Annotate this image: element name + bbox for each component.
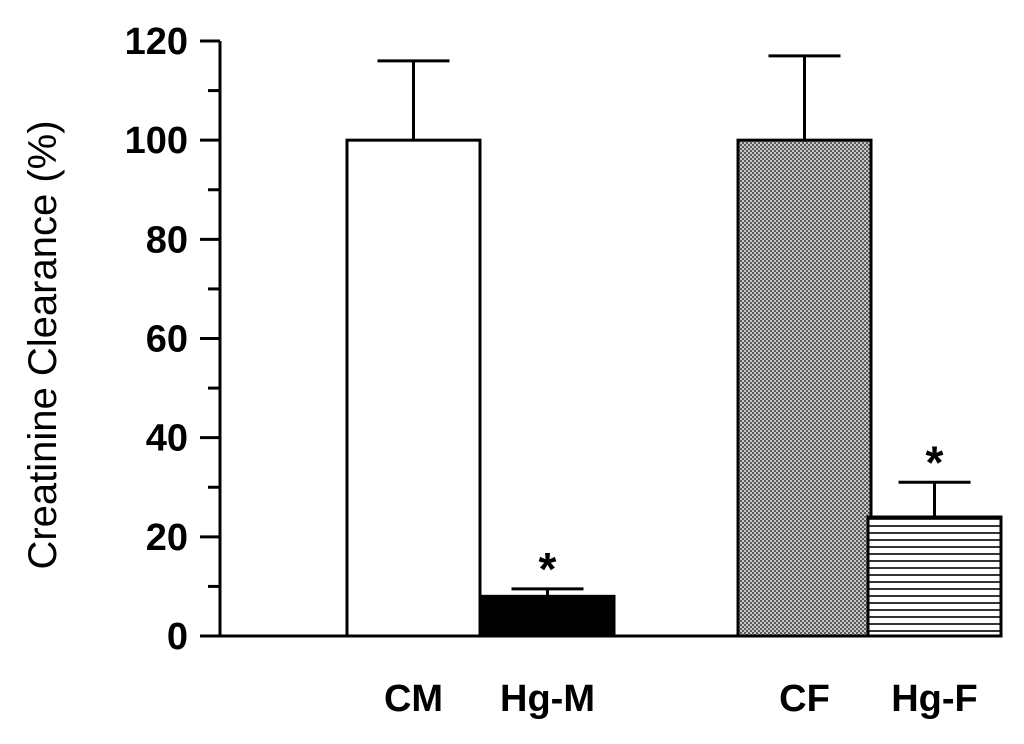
bar-cf: [736, 138, 873, 638]
y-tick-label: 80: [146, 219, 188, 261]
bar-cm: [345, 138, 482, 638]
significance-marker: *: [539, 543, 557, 595]
x-category-label: CF: [779, 678, 830, 720]
y-tick-label: 60: [146, 319, 188, 361]
y-tick-label: 40: [146, 418, 188, 460]
bars-group: [345, 138, 1003, 638]
y-axis-title: Creatinine Clearance (%): [21, 120, 65, 569]
y-tick-label: 20: [146, 517, 188, 559]
error-bars-group: [377, 54, 971, 597]
labels-group: 0 20 40 60 80 100 120 CM Hg-M * CF Hg-F *: [125, 21, 978, 720]
x-category-label: CM: [384, 678, 443, 720]
bar-hg-f: [866, 515, 1003, 638]
x-category-label: Hg-M: [500, 678, 595, 720]
significance-marker: *: [926, 436, 944, 488]
y-tick-label: 120: [125, 21, 188, 63]
bar-hg-m: [479, 594, 616, 638]
y-tick-label: 0: [167, 616, 188, 658]
y-tick-label: 100: [125, 120, 188, 162]
x-category-label: Hg-F: [891, 678, 978, 720]
